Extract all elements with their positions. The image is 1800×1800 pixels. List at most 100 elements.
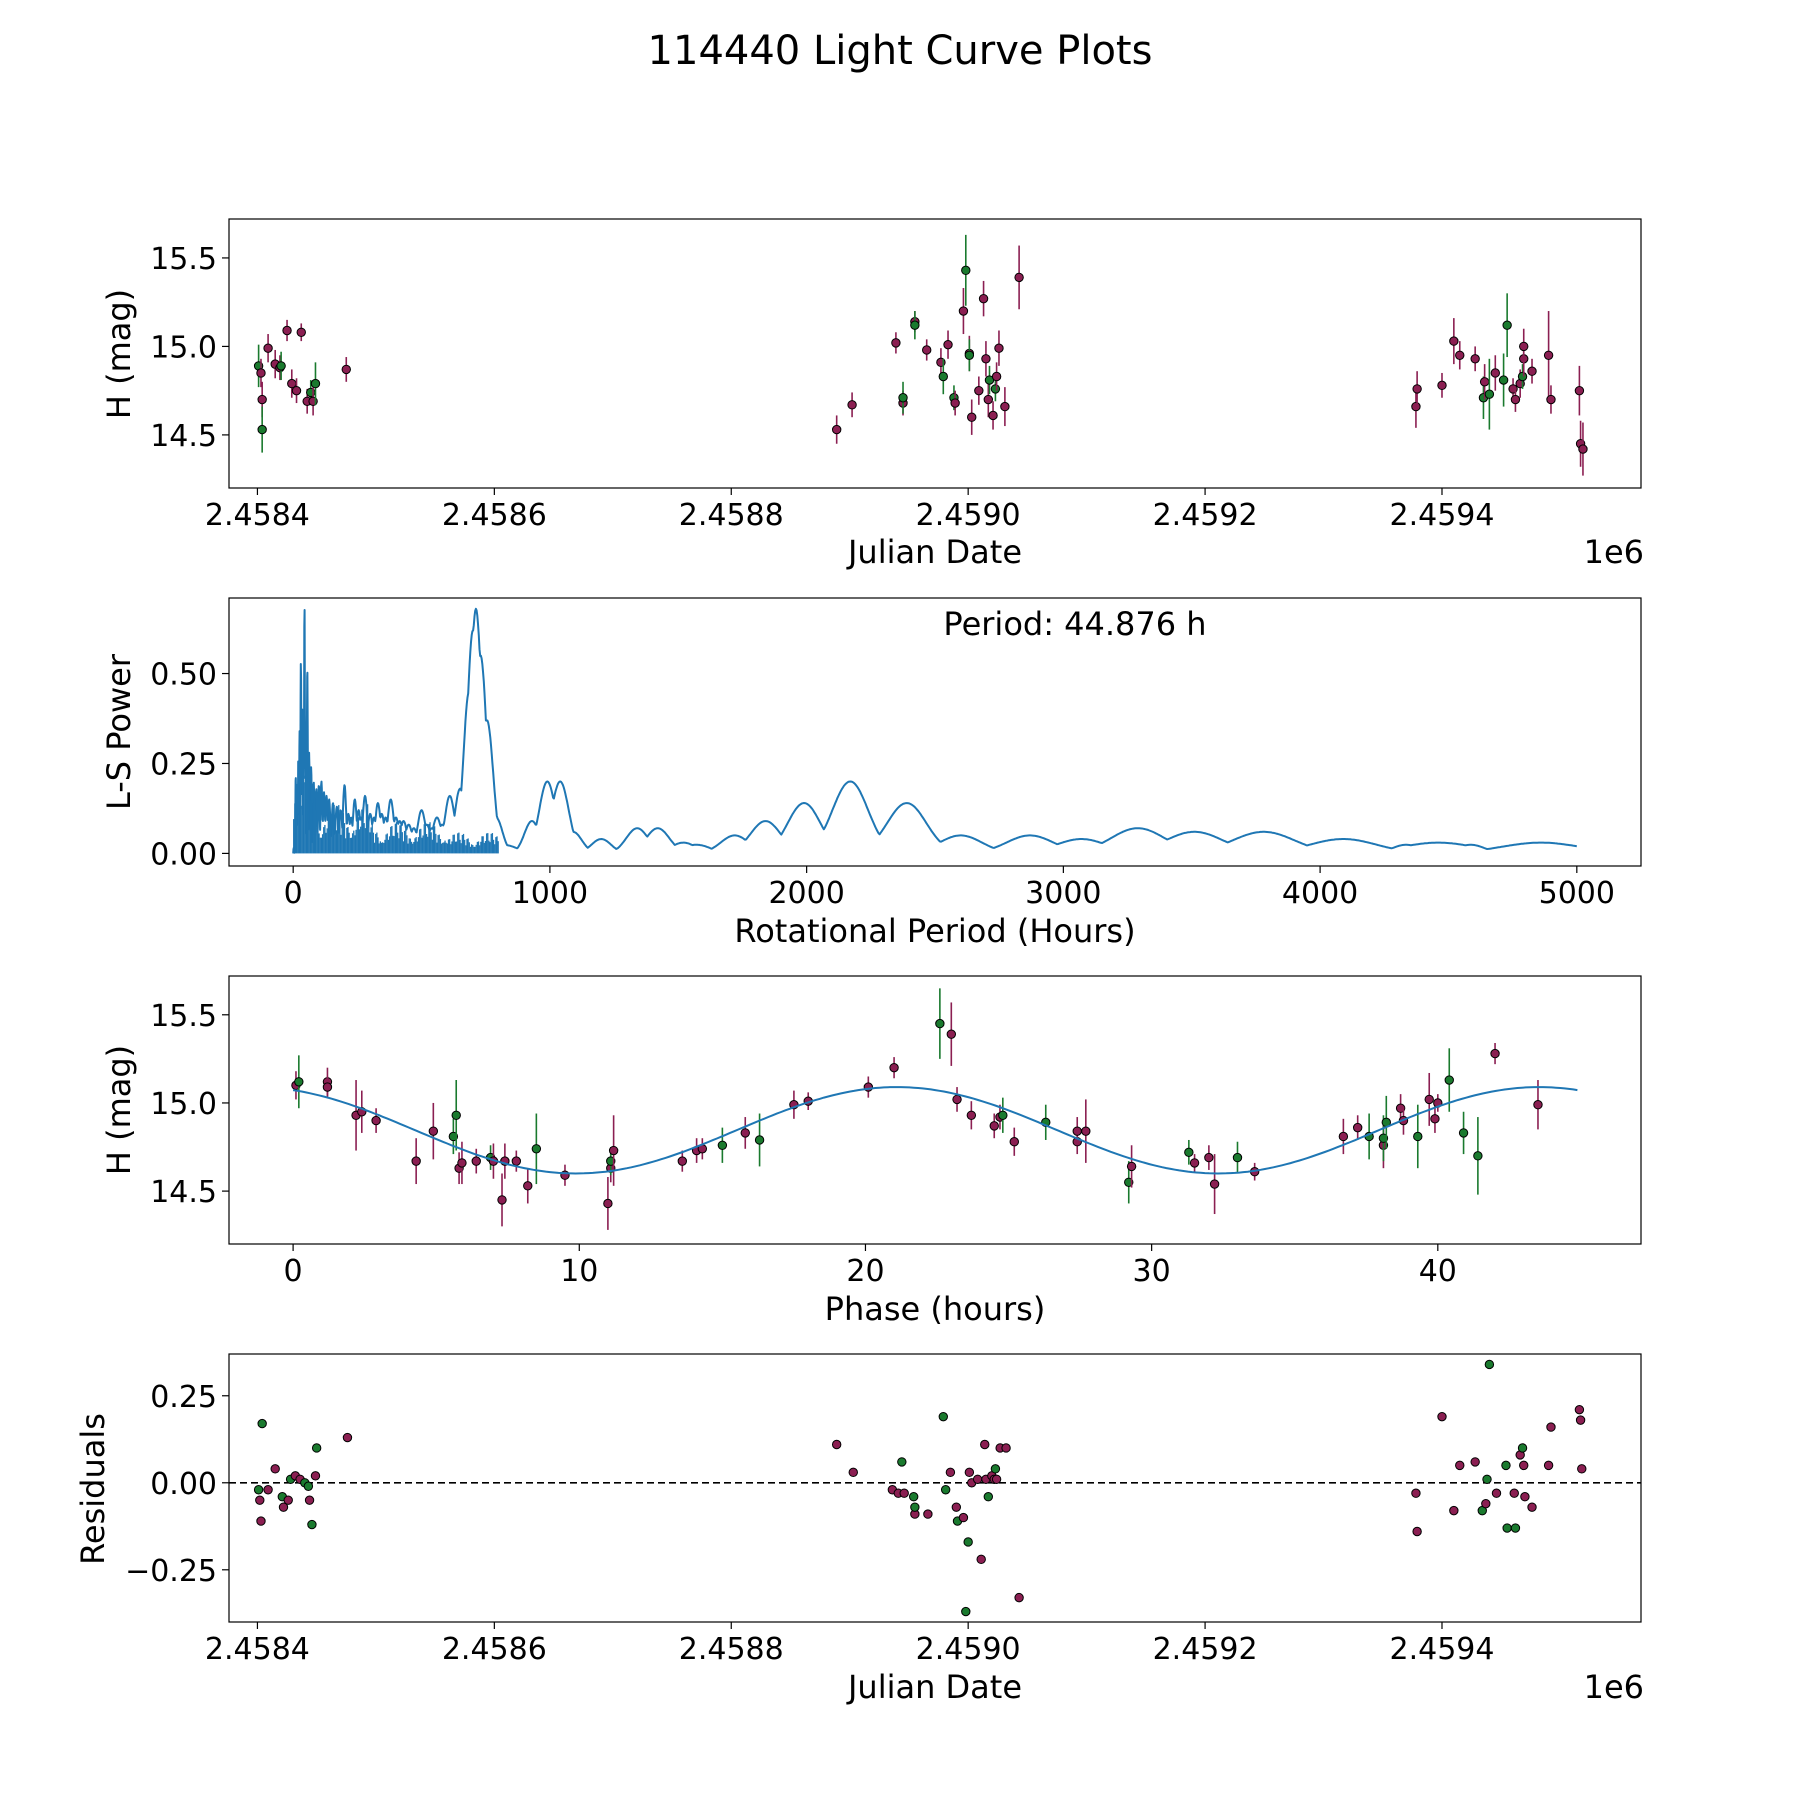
- phased-point: [1209, 1179, 1220, 1189]
- residuals-point: [1470, 1457, 1480, 1467]
- lightcurve-point: [891, 338, 901, 348]
- residuals-point: [1481, 1498, 1491, 1509]
- lightcurve-point: [978, 293, 989, 304]
- residuals-point: [983, 1492, 994, 1502]
- phased-point: [511, 1156, 522, 1166]
- lightcurve-point: [910, 320, 920, 330]
- residuals-point: [961, 1606, 971, 1617]
- residuals-point: [1577, 1464, 1587, 1474]
- lightcurve-point: [1412, 384, 1422, 394]
- residuals-point: [848, 1467, 858, 1478]
- lightcurve-point: [990, 384, 1001, 394]
- residuals-point: [899, 1488, 909, 1498]
- lightcurve-point: [958, 306, 969, 316]
- phased-frame: [228, 975, 1642, 1245]
- lightcurve-point: [1470, 354, 1480, 364]
- residuals-ytick-label: 0.00: [150, 1467, 217, 1502]
- lightcurve-point: [291, 385, 302, 396]
- lightcurve-point: [1502, 320, 1512, 330]
- residuals-point: [1517, 1443, 1528, 1453]
- lightcurve-point: [961, 265, 971, 276]
- residuals-xtick-label: 2.4586: [442, 1632, 547, 1667]
- residuals-point: [972, 1474, 983, 1484]
- phased-xtick-label: 40: [1419, 1254, 1457, 1289]
- periodogram-xtick-label: 0: [284, 876, 303, 911]
- residuals-point: [1411, 1488, 1421, 1498]
- lightcurve-point: [1578, 444, 1588, 454]
- phased-point: [371, 1115, 381, 1126]
- phased-point: [754, 1135, 765, 1145]
- residuals-point: [1502, 1523, 1512, 1533]
- residuals-point: [1574, 1404, 1585, 1415]
- phased-point: [457, 1158, 467, 1168]
- phased-xtick-label: 20: [846, 1254, 884, 1289]
- residuals-ytick-label: −0.25: [125, 1554, 217, 1589]
- residuals-point: [908, 1492, 919, 1502]
- phased-point: [1189, 1158, 1200, 1168]
- residuals-point: [310, 1471, 321, 1481]
- residuals-point: [976, 1554, 986, 1565]
- lightcurve-xtick-label: 2.4592: [1153, 498, 1258, 533]
- lightcurve-point: [263, 343, 273, 353]
- phased-xlabel: Phase (hours): [825, 1290, 1046, 1328]
- residuals-point: [980, 1439, 990, 1450]
- phased-point: [935, 1018, 945, 1029]
- residuals-xtick-label: 2.4584: [205, 1632, 310, 1667]
- residuals-point: [1546, 1422, 1556, 1432]
- phased-point: [677, 1156, 688, 1166]
- lightcurve-point: [1490, 368, 1500, 378]
- lightcurve-point: [1455, 350, 1465, 360]
- periodogram-xtick-label: 2000: [768, 876, 844, 911]
- lightcurve-point: [943, 339, 953, 350]
- residuals-point: [945, 1467, 956, 1478]
- residuals-xlabel: Julian Date: [846, 1668, 1022, 1706]
- lightcurve-point: [1510, 394, 1521, 405]
- phased-point: [1126, 1161, 1137, 1172]
- lightcurve-point: [967, 412, 977, 422]
- residuals-point: [1484, 1359, 1495, 1370]
- residuals-point: [255, 1495, 265, 1505]
- phased-point: [1458, 1128, 1469, 1138]
- lightcurve-point: [1498, 375, 1509, 385]
- periodogram-ytick-label: 0.50: [150, 658, 217, 693]
- periodogram-ytick-label: 0.25: [150, 747, 217, 782]
- residuals-point: [1437, 1411, 1447, 1422]
- lightcurve-xlabel: Julian Date: [846, 533, 1022, 571]
- lightcurve-point: [1484, 389, 1495, 399]
- lightcurve-xtick-label: 2.4586: [442, 498, 547, 533]
- lightcurve-xtick-label: 2.4584: [205, 498, 310, 533]
- lightcurve-point: [256, 368, 266, 378]
- phased-point: [1081, 1126, 1091, 1136]
- phased-xtick-label: 30: [1133, 1254, 1171, 1289]
- residuals-point: [263, 1485, 273, 1495]
- panel-phased: H (mag) Phase (hours): [100, 1045, 1045, 1328]
- period-annotation: Period: 44.876 h: [943, 605, 1206, 643]
- residuals-ylabel: Residuals: [74, 1413, 112, 1565]
- lightcurve-xtick-label: 2.4588: [679, 498, 784, 533]
- residuals-point: [1519, 1460, 1529, 1471]
- phased-plot: 0 10 20 30 40 14.5 15.0 15.5: [150, 975, 1642, 1289]
- residuals-point: [304, 1495, 315, 1505]
- lightcurve-ytick-label: 15.5: [150, 242, 217, 277]
- phased-point: [740, 1128, 750, 1138]
- lightcurve-point: [310, 378, 321, 389]
- periodogram-plot: 0 1000 2000 3000 4000 5000 0.00 0.25 0.50: [150, 597, 1642, 911]
- residuals-xtick-label: 2.4594: [1390, 1632, 1495, 1667]
- residuals-point: [1014, 1592, 1024, 1603]
- residuals-offset-label: 1e6: [1584, 1668, 1644, 1706]
- periodogram-frame: [228, 597, 1642, 867]
- phased-fit-curve: [292, 1086, 1578, 1175]
- phased-point: [1490, 1048, 1500, 1059]
- lightcurve-point: [922, 345, 932, 355]
- lightcurve-point: [981, 354, 991, 364]
- lightcurve-point: [898, 393, 908, 403]
- periodogram-xtick-label: 1000: [512, 876, 588, 911]
- lightcurve-ytick-label: 15.0: [150, 330, 217, 365]
- phased-point: [1338, 1131, 1349, 1142]
- phased-ytick-label: 15.0: [150, 1087, 217, 1122]
- residuals-point: [253, 1485, 264, 1495]
- phased-point: [966, 1110, 977, 1120]
- residuals-point: [1455, 1460, 1465, 1471]
- lightcurve-point: [847, 400, 857, 410]
- lightcurve-point: [988, 410, 998, 421]
